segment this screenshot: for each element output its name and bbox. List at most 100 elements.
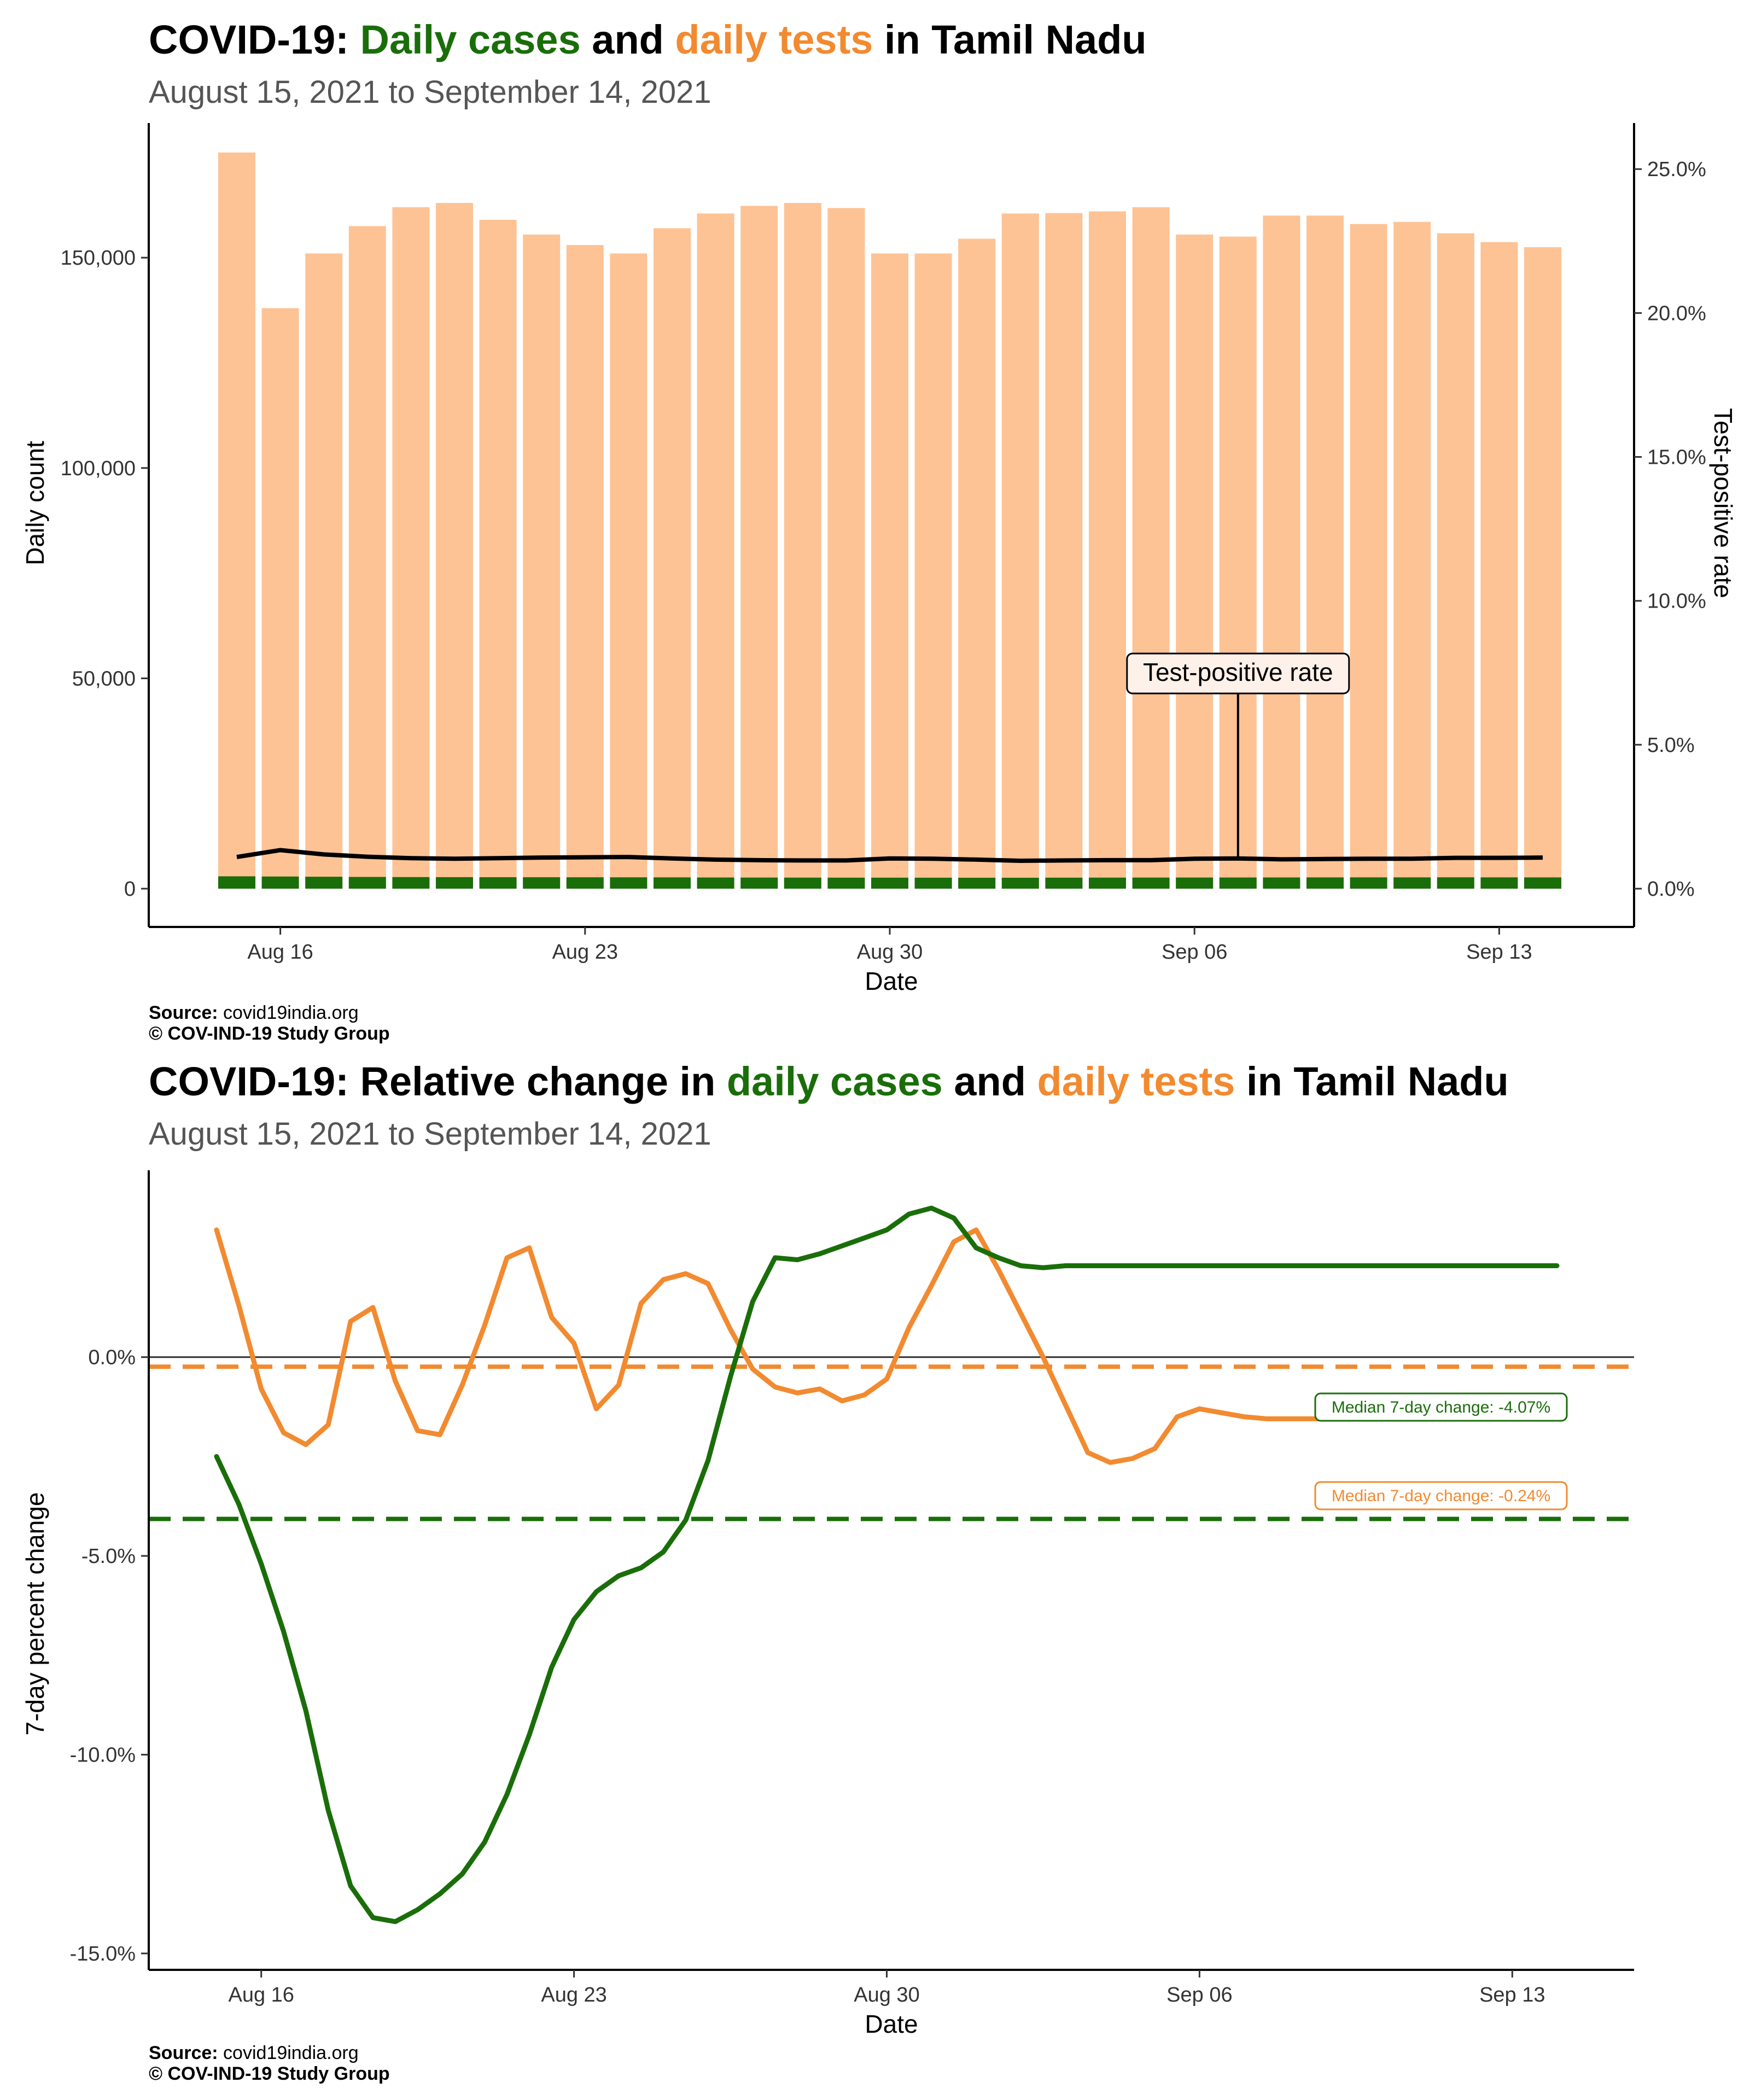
- chart1-title-suffix: in Tamil Nadu: [884, 17, 1147, 62]
- y2-tick-label: 20.0%: [1647, 302, 1706, 325]
- y2-tick-label: 0.0%: [1647, 878, 1695, 901]
- case-bar: [1001, 878, 1039, 889]
- y2-tick-label: 10.0%: [1647, 590, 1706, 613]
- case-bar: [1219, 877, 1257, 889]
- test-bar: [1437, 233, 1474, 889]
- annotation-label: Test-positive rate: [1143, 658, 1333, 686]
- y-tick-label: -15.0%: [70, 1942, 136, 1965]
- y-tick-label: 100,000: [61, 457, 136, 480]
- case-bar: [958, 878, 996, 889]
- test-bar: [1524, 247, 1561, 889]
- x-tick-label: Sep 13: [1466, 941, 1532, 964]
- test-bar: [697, 213, 734, 889]
- test-bar: [1176, 234, 1214, 889]
- case-bar: [740, 877, 778, 889]
- case-bar: [610, 877, 648, 889]
- test-bar: [436, 203, 473, 889]
- chart1-subtitle: August 15, 2021 to September 14, 2021: [149, 74, 711, 110]
- chart2-title-and: and: [954, 1059, 1026, 1104]
- y-tick-label: 50,000: [72, 667, 136, 690]
- x-axis-label: Date: [865, 967, 918, 995]
- median-cases-label: Median 7-day change: -4.07%: [1332, 1398, 1550, 1416]
- test-bar: [1263, 215, 1300, 889]
- chart1-title-cases: Daily cases: [360, 17, 581, 62]
- case-bar: [566, 877, 604, 889]
- test-bar: [654, 228, 691, 889]
- y-tick-label: 0: [124, 878, 136, 901]
- y-axis-label: 7-day percent change: [21, 1492, 49, 1736]
- chart1-title-tests: daily tests: [675, 17, 873, 62]
- test-bar: [523, 234, 561, 889]
- annotation-box: [1126, 652, 1350, 695]
- case-bar: [305, 877, 343, 889]
- chart2-subtitle: August 15, 2021 to September 14, 2021: [149, 1116, 711, 1152]
- chart2-title-prefix: COVID-19: Relative change in: [149, 1059, 716, 1104]
- test-bar: [261, 308, 299, 889]
- test-bar: [1132, 207, 1170, 889]
- test-bar: [566, 245, 604, 889]
- chart2-title-tests: daily tests: [1037, 1059, 1235, 1104]
- test-bar: [871, 253, 908, 889]
- test-bar: [1089, 211, 1126, 889]
- y-tick-label: -5.0%: [81, 1545, 136, 1568]
- case-bar: [871, 877, 908, 889]
- x-tick-label: Aug 30: [854, 1984, 919, 2006]
- x-axis-label: Date: [865, 2010, 918, 2038]
- chart2-source: Source: covid19india.org © COV-IND-19 St…: [149, 2043, 390, 2084]
- case-bar: [261, 876, 299, 889]
- case-bar: [1524, 877, 1561, 889]
- case-bar: [784, 877, 821, 889]
- test-bar: [827, 208, 865, 889]
- chart2-title-cases: daily cases: [726, 1059, 943, 1104]
- y-tick-label: -10.0%: [70, 1744, 136, 1767]
- case-bar: [392, 877, 430, 889]
- chart1-title: COVID-19: Daily cases and daily tests in…: [149, 16, 1147, 63]
- case-bar: [436, 877, 473, 889]
- test-bar: [1480, 242, 1518, 889]
- median-tests-label-box: [1314, 1481, 1568, 1510]
- chart1-plot: Test-positive rate 0 50,000 100,000 150,000 0…: [21, 123, 1737, 995]
- x-tick-label: Aug 23: [541, 1984, 606, 2006]
- case-bar: [914, 877, 952, 889]
- case-bar: [1306, 877, 1344, 889]
- test-bar: [218, 152, 255, 889]
- case-bar: [1480, 877, 1518, 889]
- x-tick-label: Sep 06: [1166, 1984, 1232, 2006]
- case-bar: [1350, 877, 1387, 889]
- x-tick-label: Aug 16: [247, 941, 313, 964]
- case-bar: [1045, 877, 1083, 889]
- case-bar: [218, 876, 255, 889]
- test-bar: [1001, 213, 1039, 889]
- chart2-title: COVID-19: Relative change in daily cases…: [149, 1058, 1509, 1105]
- test-bar: [1045, 213, 1083, 889]
- median-tests-label: Median 7-day change: -0.24%: [1332, 1487, 1550, 1505]
- chart1-title-prefix: COVID-19:: [149, 17, 349, 62]
- x-tick-label: Aug 23: [552, 941, 618, 964]
- x-tick-label: Aug 16: [228, 1984, 294, 2006]
- case-bar: [1263, 877, 1300, 889]
- test-bar: [1350, 224, 1387, 889]
- series-line: [214, 1205, 1560, 1924]
- chart1-title-and: and: [592, 17, 664, 62]
- case-bar: [479, 877, 517, 889]
- y2-tick-label: 25.0%: [1647, 158, 1706, 181]
- chart1-source-label: Source:: [149, 1002, 218, 1023]
- chart2-copyright: © COV-IND-19 Study Group: [149, 2063, 390, 2084]
- test-bar: [305, 253, 343, 889]
- case-bar: [697, 877, 734, 889]
- case-bar: [1089, 877, 1126, 889]
- chart2-source-value: covid19india.org: [223, 2043, 359, 2063]
- y2-tick-label: 5.0%: [1647, 734, 1695, 757]
- test-bar: [1306, 215, 1344, 889]
- chart2-title-suffix: in Tamil Nadu: [1246, 1059, 1509, 1104]
- y-tick-label: 0.0%: [88, 1346, 136, 1369]
- x-tick-label: Sep 13: [1479, 1984, 1545, 2006]
- y2-axis-label: Test-positive rate: [1709, 408, 1737, 598]
- case-bar: [827, 877, 865, 889]
- chart1-copyright: © COV-IND-19 Study Group: [149, 1023, 390, 1044]
- test-bar: [610, 253, 648, 889]
- test-bar: [740, 206, 778, 889]
- y2-tick-label: 15.0%: [1647, 446, 1706, 469]
- chart1-source: Source: covid19india.org © COV-IND-19 St…: [149, 1002, 390, 1044]
